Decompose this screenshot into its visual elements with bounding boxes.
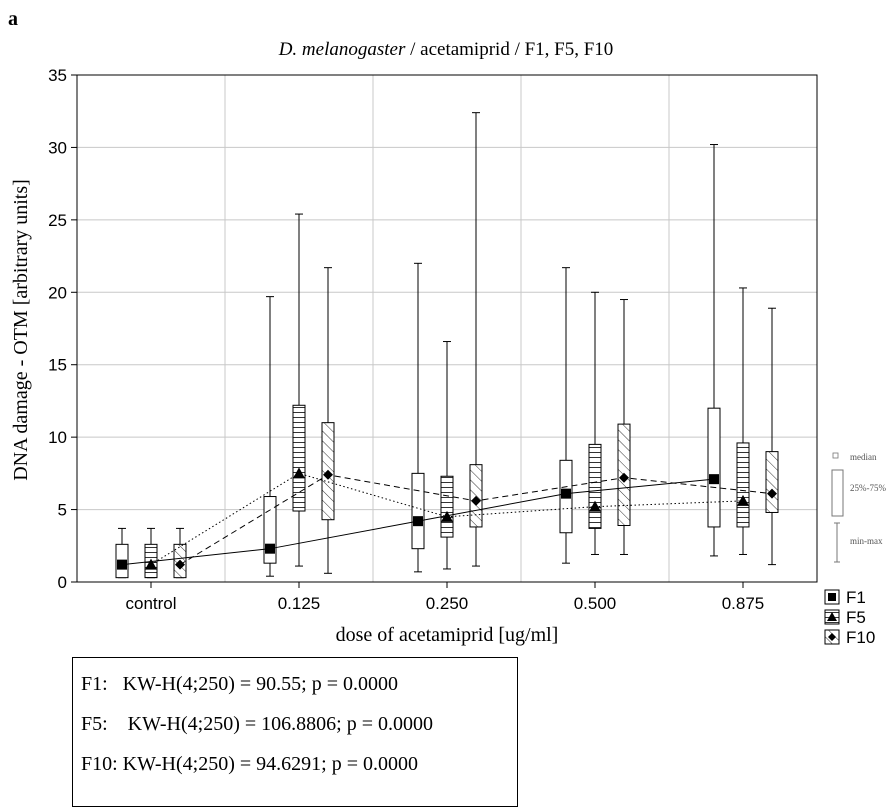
median-legend-swatch: [832, 452, 839, 459]
median-marker-triangle: [293, 467, 305, 479]
x-tick-label: 0.125: [278, 594, 321, 613]
y-tick-label: 20: [48, 283, 67, 302]
legend-label-f10: F10: [846, 628, 875, 647]
legend-marker-triangle: [827, 612, 837, 621]
y-tick-label: 15: [48, 356, 67, 375]
legend-label-f1: F1: [846, 588, 866, 607]
stats-line-f1: F1: KW-H(4;250) = 90.55; p = 0.0000: [81, 673, 398, 695]
x-tick-label: control: [125, 594, 176, 613]
median-marker-square: [117, 559, 127, 570]
y-tick-label: 0: [58, 573, 67, 592]
stats-line-f5: F5: KW-H(4;250) = 106.8806; p = 0.0000: [81, 713, 433, 735]
median-marker-triangle: [145, 558, 157, 570]
median-marker-square: [413, 516, 423, 527]
median-marker-triangle: [441, 510, 453, 522]
box-f5: [440, 475, 454, 538]
legend-marker-square: [828, 593, 836, 601]
y-tick-label: 35: [48, 66, 67, 85]
y-tick-label: 25: [48, 211, 67, 230]
median-marker-diamond: [175, 559, 185, 570]
box-f10: [765, 451, 779, 513]
box-plots: [115, 112, 779, 579]
axes: 0 5 10 15 20 25 30 35 control 0.125 0.250 0.500 0.87…: [48, 66, 818, 613]
median-marker-diamond: [619, 472, 629, 483]
legend-label-f5: F5: [846, 608, 866, 627]
median-marker-triangle: [737, 494, 749, 506]
median-marker-diamond: [323, 469, 333, 480]
box-legend: median 25%-75% min-max: [831, 452, 886, 563]
box-f1: [707, 407, 721, 528]
y-tick-label: 5: [58, 501, 67, 520]
chart-title-italic: D. melanogaster: [278, 39, 406, 60]
legend-marker-diamond: [828, 633, 836, 641]
x-tick-label: 0.500: [574, 594, 617, 613]
box-f5: [736, 442, 750, 528]
median-marker-square: [709, 474, 719, 485]
median-markers: [117, 467, 777, 570]
box-f5: [292, 404, 306, 512]
median-legend-label: median: [850, 452, 877, 462]
box-plot-chart: D. melanogaster / acetamiprid / F1, F5, …: [10, 39, 886, 647]
box-legend-swatch: [831, 469, 844, 517]
y-tick-label: 10: [48, 428, 67, 447]
panel-label: a: [8, 8, 18, 30]
median-marker-triangle: [589, 500, 601, 512]
median-marker-square: [561, 488, 571, 499]
whisker-legend-label: min-max: [850, 536, 883, 546]
x-axis-label: dose of acetamiprid [ug/ml]: [336, 624, 559, 646]
stats-line-f10: F10: KW-H(4;250) = 94.6291; p = 0.0000: [81, 753, 418, 775]
kruskal-wallis-stats-box: F1: KW-H(4;250) = 90.55; p = 0.0000 F5: …: [72, 657, 518, 807]
chart-title-rest: / acetamiprid / F1, F5, F10: [405, 39, 613, 60]
box-f5: [588, 443, 602, 529]
x-tick-label: 0.250: [426, 594, 469, 613]
box-f10: [469, 464, 483, 528]
median-marker-diamond: [767, 488, 777, 499]
box-legend-label: 25%-75%: [850, 483, 886, 493]
box-f1: [411, 472, 425, 550]
chart-title: D. melanogaster / acetamiprid / F1, F5, …: [278, 39, 614, 60]
y-axis-label: DNA damage - OTM [arbitrary units]: [10, 179, 32, 481]
x-tick-label: 0.875: [722, 594, 765, 613]
median-marker-square: [265, 543, 275, 554]
median-marker-diamond: [471, 495, 481, 506]
y-tick-label: 30: [48, 138, 67, 157]
